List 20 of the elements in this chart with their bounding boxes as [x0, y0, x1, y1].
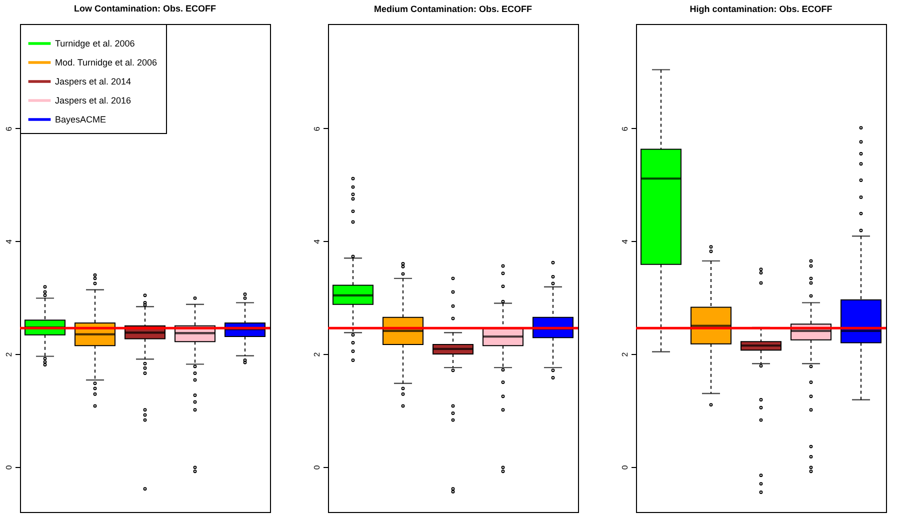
y-tick-label: 6 — [312, 126, 322, 132]
legend-label: Jaspers et al. 2016 — [55, 96, 132, 106]
y-tick-label: 4 — [312, 238, 322, 244]
legend-label: Jaspers et al. 2014 — [55, 76, 132, 86]
chart-title: High contamination: Obs. ECOFF — [690, 4, 833, 14]
y-tick-label: 0 — [4, 464, 14, 470]
y-tick-label: 0 — [312, 464, 322, 470]
y-tick-label: 2 — [312, 352, 322, 357]
legend-label: Turnidge et al. 2006 — [55, 38, 135, 48]
legend-label: BayesACME — [55, 114, 106, 124]
y-tick-label: 2 — [4, 352, 14, 357]
y-tick-label: 2 — [620, 352, 630, 357]
y-tick-label: 6 — [4, 126, 14, 132]
y-tick-label: 6 — [620, 126, 630, 132]
y-tick-label: 4 — [620, 238, 630, 244]
y-tick-label: 4 — [4, 238, 14, 244]
chart-title: Low Contamination: Obs. ECOFF — [74, 4, 216, 14]
y-tick-label: 0 — [620, 464, 630, 470]
chart-title: Medium Contamination: Obs. ECOFF — [374, 4, 532, 14]
legend-label: Mod. Turnidge et al. 2006 — [55, 58, 158, 68]
